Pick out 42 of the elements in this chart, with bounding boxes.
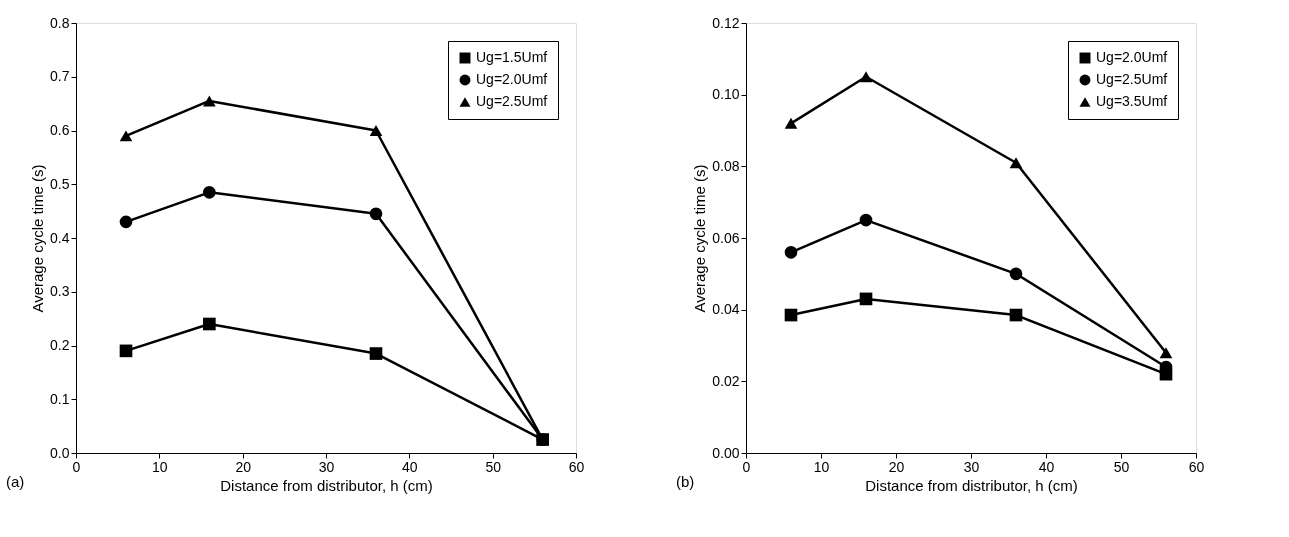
- x-tick-label: 60: [1188, 458, 1205, 475]
- y-tick-label: 0.2: [50, 337, 70, 353]
- text: (a): [6, 473, 25, 490]
- y-tick-label: 0.10: [712, 86, 740, 103]
- legend-label: Ug=2.0Umf: [476, 71, 548, 87]
- x-axis-title: Distance from distributor, h (cm): [865, 476, 1078, 494]
- x-tick-label: 20: [888, 458, 905, 475]
- x-tick-label: 40: [402, 458, 418, 475]
- x-tick-label: 10: [813, 458, 830, 475]
- y-tick-label: 0.4: [50, 229, 70, 246]
- x-tick-label: 50: [1113, 458, 1130, 475]
- y-tick-label: 0.8: [50, 14, 70, 31]
- y-tick-label: 0.12: [712, 14, 740, 31]
- y-tick-label: 0.00: [712, 444, 740, 461]
- x-tick-label: 60: [568, 458, 585, 475]
- y-tick-label: 0.02: [712, 372, 740, 389]
- y-tick-label: 0.3: [50, 283, 70, 300]
- x-axis-title: Distance from distributor, h (cm): [220, 476, 433, 494]
- x-tick-label: 30: [318, 458, 335, 475]
- x-tick-label: 50: [485, 458, 502, 475]
- legend-label: Ug=2.5Umf: [476, 93, 548, 109]
- x-tick-label: 40: [1038, 458, 1055, 475]
- y-tick-label: 0.5: [50, 175, 70, 192]
- y-axis-title: Average cycle time (s): [29, 164, 47, 313]
- x-tick-label: 10: [152, 458, 168, 475]
- y-tick-label: 0.7: [50, 68, 70, 85]
- y-tick-label: 0.08: [712, 157, 740, 174]
- legend-label: Ug=3.5Umf: [1096, 93, 1168, 109]
- legend-label: Ug=2.5Umf: [1096, 71, 1168, 87]
- y-tick-label: 0.1: [50, 390, 70, 407]
- y-tick-label: 0.0: [50, 444, 70, 461]
- legend-label: Ug=2.0Umf: [1096, 49, 1168, 65]
- text: (b): [676, 473, 695, 490]
- y-tick-label: 0.06: [712, 229, 740, 246]
- y-tick-label: 0.6: [50, 122, 70, 138]
- x-tick-label: 0: [742, 458, 751, 475]
- y-tick-label: 0.04: [712, 301, 740, 318]
- y-axis-title: Average cycle time (s): [691, 164, 709, 313]
- x-tick-label: 30: [963, 458, 980, 475]
- x-tick-label: 20: [235, 458, 252, 475]
- legend-label: Ug=1.5Umf: [476, 49, 548, 65]
- x-tick-label: 0: [72, 458, 81, 475]
